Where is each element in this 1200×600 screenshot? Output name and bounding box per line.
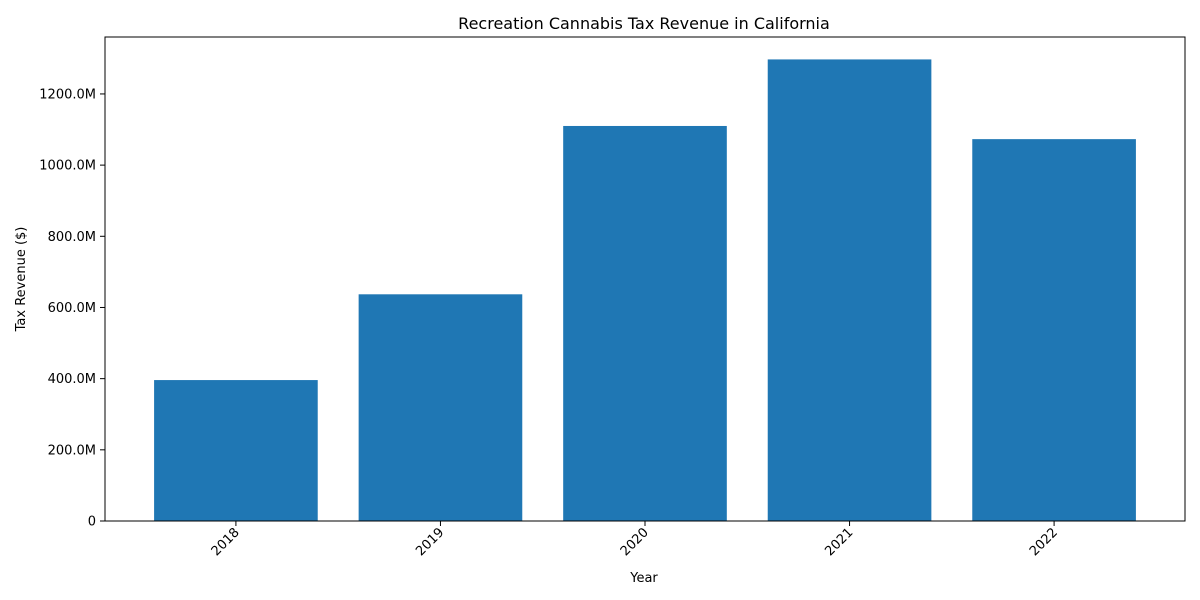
bar-2018 (154, 380, 318, 521)
plot-frame (104, 36, 1186, 522)
x-tick-label: 2019 (413, 525, 447, 559)
bar-2022 (972, 139, 1136, 521)
chart-title: Recreation Cannabis Tax Revenue in Calif… (458, 14, 830, 33)
x-axis-title: Year (629, 571, 658, 586)
y-tick-label: 600.0M (48, 301, 96, 316)
x-tick-label: 2022 (1027, 525, 1061, 559)
y-tick-label: 0 (88, 515, 96, 530)
bar-2021 (767, 59, 932, 521)
x-tick-label: 2020 (618, 525, 652, 559)
y-axis-ticks: 0 200.0M 400.0M 600.0M 800.0M 1000.0M 1200.0M (39, 87, 105, 530)
bars-group (154, 59, 1136, 522)
y-tick-label: 400.0M (48, 372, 96, 387)
x-tick-label: 2018 (209, 525, 243, 559)
y-tick-label: 200.0M (48, 443, 96, 458)
x-tick-label: 2021 (822, 525, 856, 559)
bar-2020 (563, 125, 727, 522)
y-tick-label: 800.0M (48, 230, 96, 245)
x-axis-ticks: 2018 2019 2020 2021 2022 (209, 521, 1061, 559)
y-tick-label: 1200.0M (39, 87, 96, 102)
y-axis-title: Tax Revenue ($) (14, 227, 29, 333)
bar-2019 (358, 294, 523, 521)
y-tick-label: 1000.0M (39, 159, 96, 174)
